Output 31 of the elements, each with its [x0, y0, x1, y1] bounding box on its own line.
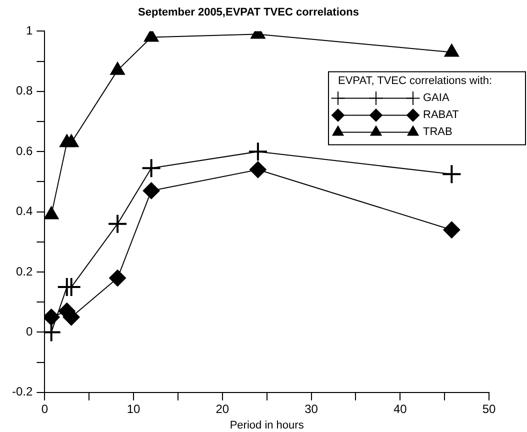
- point: [110, 62, 125, 75]
- x-tick-label: 50: [482, 402, 496, 416]
- x-tick-label: 0: [41, 402, 48, 416]
- point: [248, 142, 268, 162]
- y-tick-label: 0.2: [16, 264, 33, 278]
- legend-title: EVPAT, TVEC correlations with:: [338, 75, 492, 88]
- x-tick-label: 10: [126, 402, 141, 416]
- point: [443, 221, 460, 238]
- chart-title: September 2005,EVPAT TVEC correlations: [138, 6, 359, 19]
- point: [64, 134, 79, 148]
- x-tick-label: 40: [393, 402, 408, 416]
- point: [444, 44, 460, 57]
- legend-label: RABAT: [423, 109, 460, 122]
- point: [141, 158, 162, 178]
- point: [442, 164, 462, 184]
- y-tick-label: -0.2: [12, 384, 33, 399]
- point: [249, 161, 266, 178]
- y-tick-label: 0.4: [16, 204, 33, 218]
- y-tick-label: 0.8: [16, 84, 33, 98]
- y-tick-label: 0: [26, 324, 33, 339]
- x-tick-label: 30: [304, 402, 318, 416]
- point: [144, 31, 159, 42]
- point: [108, 214, 128, 234]
- x-tick-label: 20: [216, 402, 230, 416]
- y-tick-label: 0.6: [16, 144, 33, 158]
- y-tick-label: 1: [26, 24, 33, 38]
- point: [142, 182, 160, 200]
- x-axis-title: Period in hours: [230, 419, 304, 432]
- point: [109, 270, 126, 287]
- legend-label: TRAB: [423, 126, 452, 138]
- legend-label: GAIA: [423, 92, 450, 104]
